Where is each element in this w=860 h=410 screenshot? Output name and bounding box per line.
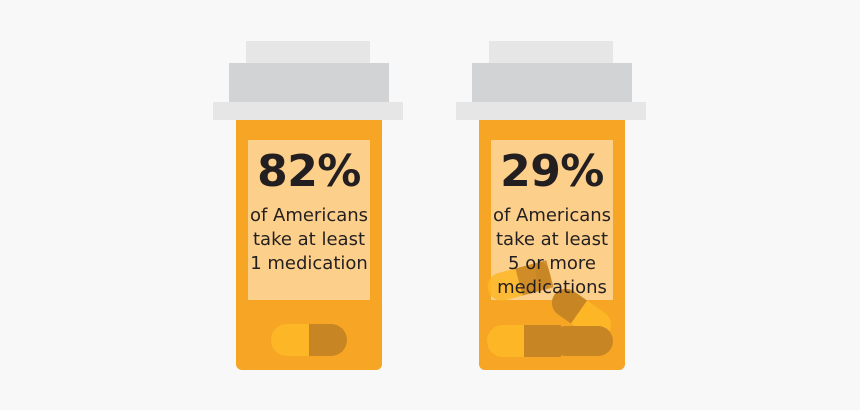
capsule-pile: [487, 260, 613, 357]
stat-description-1: of Americans take at least 1 medication: [236, 204, 382, 276]
stat-description-2: of Americans take at least 5 or more med…: [479, 204, 625, 300]
pill-bottle-icon-1: 82% of Americans take at least 1 medicat…: [213, 0, 403, 410]
stat-line: 5 or more: [508, 253, 596, 274]
bottle-cap: [472, 63, 632, 103]
stat-line: medications: [497, 277, 607, 298]
bottle-label: [248, 140, 370, 300]
stat-line: take at least: [252, 229, 366, 250]
stat-line: take at least: [495, 229, 609, 250]
bottle-cap-top: [246, 41, 370, 64]
bottle-cap-rim: [456, 102, 646, 120]
stat-line: 1 medication: [250, 253, 368, 274]
capsule-icon: [487, 325, 561, 357]
bottle-cap: [229, 63, 389, 103]
bottle-cap-top: [489, 41, 613, 64]
bottle-body: 82% of Americans take at least 1 medicat…: [236, 120, 382, 370]
bottle-body: 29% of Americans take at least 5 or more…: [479, 120, 625, 370]
stat-percent-2: 29%: [500, 146, 604, 197]
stat-line: of Americans: [492, 205, 612, 226]
stat-line: of Americans: [249, 205, 369, 226]
capsule-icon: [487, 260, 554, 301]
capsule-icon: [551, 326, 613, 356]
bottle-cap-rim: [213, 102, 403, 120]
pill-bottle-icon-2: 29% of Americans take at least 5 or more…: [456, 0, 646, 410]
stat-percent-1: 82%: [257, 146, 361, 197]
capsule-icon: [271, 324, 347, 356]
